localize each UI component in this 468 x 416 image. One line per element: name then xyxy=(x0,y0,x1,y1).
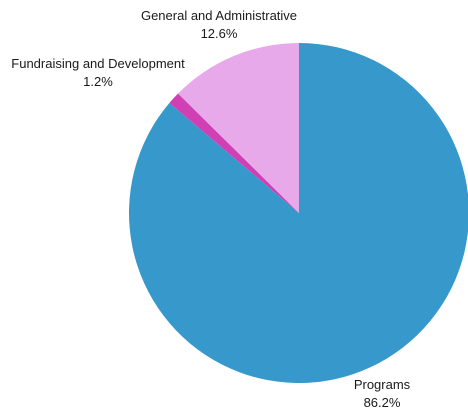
pie-slice-fundraising xyxy=(169,93,299,213)
slice-label-fundraising-value: 1.2% xyxy=(83,74,113,89)
slice-label-programs-value: 86.2% xyxy=(364,395,401,410)
slice-label-programs: Programs 86.2% xyxy=(354,377,411,410)
slice-label-programs-name: Programs xyxy=(354,377,411,392)
slice-label-general-admin-name: General and Administrative xyxy=(141,8,297,23)
pie-slice-general-admin xyxy=(178,42,299,213)
slice-label-general-admin: General and Administrative 12.6% xyxy=(141,8,297,41)
slice-label-general-admin-value: 12.6% xyxy=(201,26,238,41)
pie-slice-programs xyxy=(128,43,468,383)
pie-slices xyxy=(128,42,468,383)
slice-label-fundraising-name: Fundraising and Development xyxy=(11,56,185,71)
slice-label-fundraising: Fundraising and Development 1.2% xyxy=(11,56,185,89)
